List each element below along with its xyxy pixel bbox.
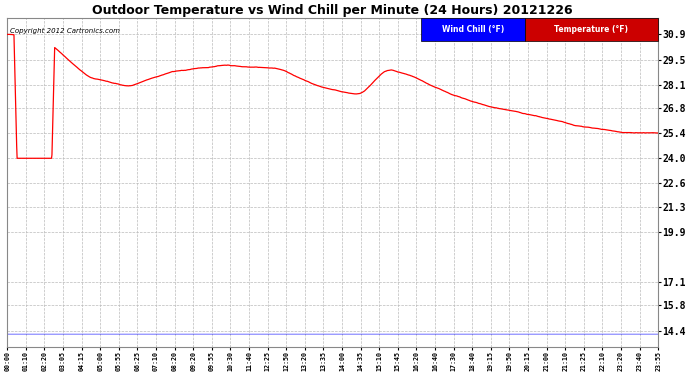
- Text: Wind Chill (°F): Wind Chill (°F): [442, 26, 504, 34]
- FancyBboxPatch shape: [420, 18, 524, 41]
- FancyBboxPatch shape: [524, 18, 658, 41]
- Title: Outdoor Temperature vs Wind Chill per Minute (24 Hours) 20121226: Outdoor Temperature vs Wind Chill per Mi…: [92, 4, 573, 17]
- Text: Temperature (°F): Temperature (°F): [555, 26, 629, 34]
- Text: Copyright 2012 Cartronics.com: Copyright 2012 Cartronics.com: [10, 28, 121, 34]
